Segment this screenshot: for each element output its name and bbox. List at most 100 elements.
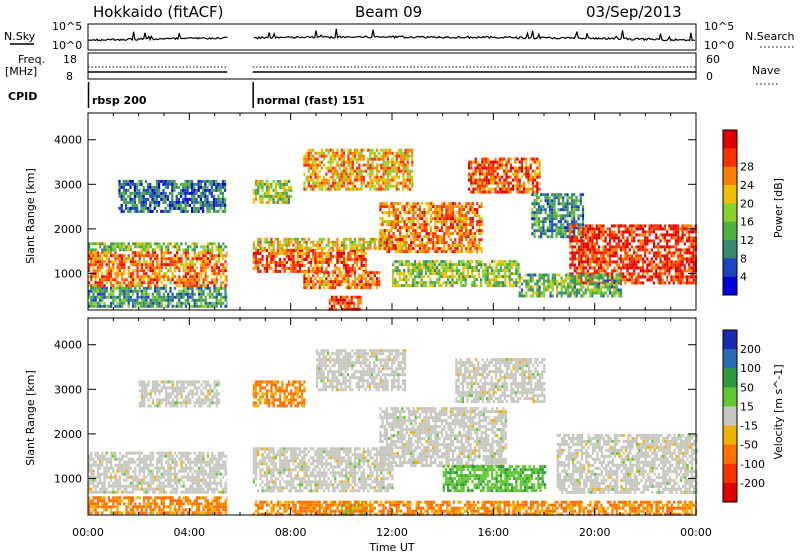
power-echo-cell xyxy=(405,232,408,236)
power-echo-cell xyxy=(358,248,361,252)
power-echo-cell xyxy=(418,266,421,270)
power-echo-cell xyxy=(410,238,413,242)
power-echo-cell xyxy=(364,271,368,275)
power-echo-cell xyxy=(466,263,469,267)
power-echo-cell xyxy=(169,206,172,210)
power-echo-cell xyxy=(224,206,227,210)
power-echo-cell xyxy=(327,178,330,182)
power-echo-cell xyxy=(672,230,675,234)
power-echo-cell xyxy=(392,247,395,251)
power-echo-cell xyxy=(394,278,397,282)
power-echo-cell xyxy=(171,304,174,308)
power-echo-cell xyxy=(375,169,379,173)
power-echo-cell xyxy=(444,272,447,276)
power-echo-cell xyxy=(180,278,183,282)
power-echo-cell xyxy=(219,191,222,195)
power-echo-cell xyxy=(650,239,653,243)
power-echo-cell xyxy=(219,200,222,204)
power-echo-cell xyxy=(602,281,605,285)
power-echo-cell xyxy=(112,301,115,305)
power-echo-cell xyxy=(176,242,179,246)
power-echo-cell xyxy=(112,284,115,288)
power-echo-cell xyxy=(473,235,477,239)
power-echo-cell xyxy=(573,205,576,209)
power-echo-cell xyxy=(206,200,209,204)
power-echo-cell xyxy=(411,269,414,273)
power-echo-cell xyxy=(123,292,126,296)
power-echo-cell xyxy=(490,166,493,170)
power-echo-cell xyxy=(312,148,315,152)
power-echo-cell xyxy=(292,266,295,270)
power-echo-cell xyxy=(305,240,308,244)
power-echo-cell xyxy=(296,246,299,250)
power-echo-cell xyxy=(405,278,408,282)
power-echo-cell xyxy=(224,284,227,288)
power-echo-cell xyxy=(472,175,475,179)
power-echo-cell xyxy=(657,227,660,231)
power-echo-cell xyxy=(348,298,351,302)
power-echo-cell xyxy=(224,292,227,296)
power-echo-cell xyxy=(472,178,475,182)
power-echo-cell xyxy=(107,295,110,299)
power-echo-cell xyxy=(120,182,123,186)
power-echo-cell xyxy=(421,250,424,254)
power-echo-cell xyxy=(329,187,332,191)
power-echo-cell xyxy=(90,275,93,279)
power-echo-cell xyxy=(371,181,374,185)
power-echo-cell xyxy=(575,226,578,230)
power-echo-cell xyxy=(589,263,592,267)
power-echo-cell xyxy=(580,278,583,282)
power-echo-cell xyxy=(382,151,385,155)
power-echo-cell xyxy=(513,260,516,264)
power-echo-cell xyxy=(573,220,576,224)
power-echo-cell xyxy=(162,194,165,198)
power-echo-cell xyxy=(303,277,306,281)
power-echo-cell xyxy=(123,295,126,299)
power-echo-cell xyxy=(90,301,93,305)
power-echo-cell xyxy=(254,251,258,255)
power-echo-cell xyxy=(259,182,262,186)
power-echo-cell xyxy=(171,182,174,186)
power-echo-cell xyxy=(138,245,141,249)
power-echo-cell xyxy=(637,233,640,237)
power-echo-cell xyxy=(525,163,528,167)
power-echo-cell xyxy=(380,184,383,188)
power-echo-cell xyxy=(492,160,495,164)
power-echo-cell xyxy=(476,223,479,227)
freq-tick-high: 18 xyxy=(63,53,77,66)
power-echo-cell xyxy=(123,254,126,258)
power-echo-cell xyxy=(133,206,136,210)
power-echo-cell xyxy=(94,284,97,288)
power-echo-cell xyxy=(580,245,583,249)
power-echo-cell xyxy=(666,260,669,264)
power-echo-cell xyxy=(633,239,636,243)
power-echo-cell xyxy=(517,266,520,270)
power-echo-cell xyxy=(171,179,174,183)
power-echo-cell xyxy=(309,172,313,176)
power-echo-cell xyxy=(158,266,161,270)
power-echo-cell xyxy=(481,184,484,188)
power-echo-cell xyxy=(367,184,370,188)
power-echo-cell xyxy=(356,254,359,258)
power-echo-cell xyxy=(399,232,402,236)
power-echo-cell xyxy=(217,301,220,305)
power-echo-cell xyxy=(584,227,587,231)
power-echo-cell xyxy=(476,187,479,191)
power-echo-cell xyxy=(474,166,477,170)
power-echo-cell xyxy=(331,280,335,284)
power-echo-cell xyxy=(644,230,647,234)
power-echo-cell xyxy=(364,277,368,281)
power-echo-cell xyxy=(320,166,324,170)
power-echo-cell xyxy=(480,281,483,285)
power-echo-cell xyxy=(570,214,574,218)
power-echo-cell xyxy=(677,230,680,234)
power-echo-cell xyxy=(617,230,620,234)
power-echo-cell xyxy=(344,301,347,305)
power-echo-cell xyxy=(384,184,387,188)
power-echo-cell xyxy=(362,251,365,255)
power-echo-cell xyxy=(164,200,167,204)
power-echo-cell xyxy=(495,281,498,285)
power-echo-cell xyxy=(182,292,185,296)
power-echo-cell xyxy=(131,191,134,195)
